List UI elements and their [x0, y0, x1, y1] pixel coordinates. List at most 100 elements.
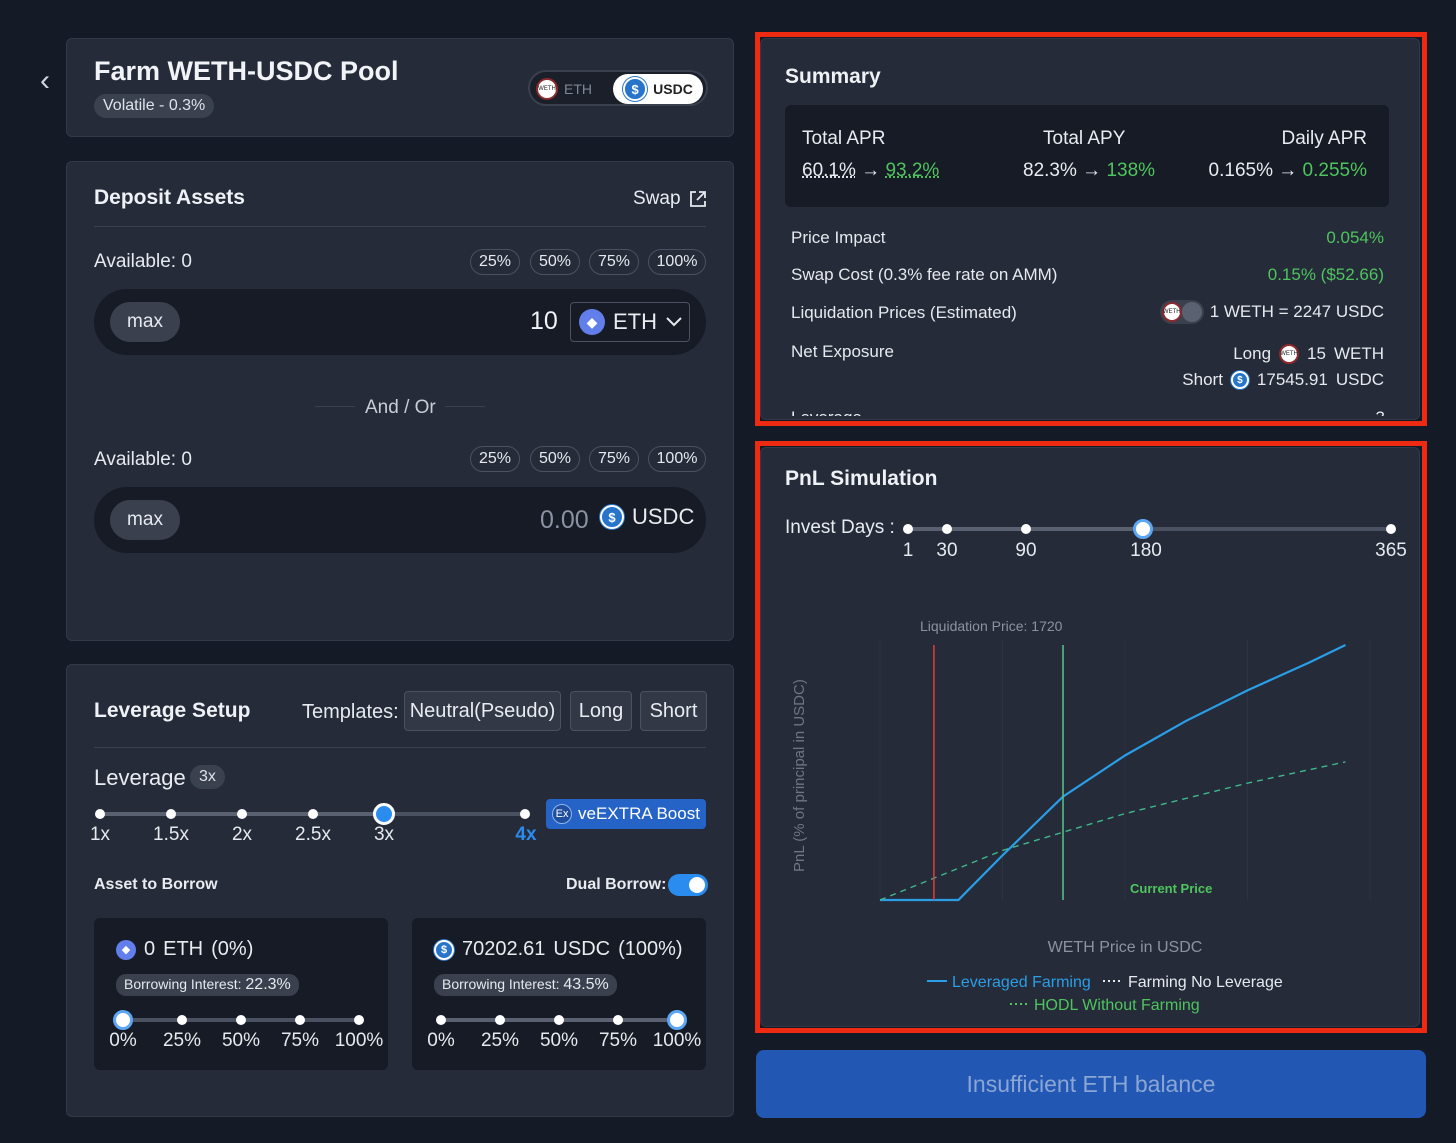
weth-usdc-pair-icon[interactable]: WETH — [1159, 300, 1204, 324]
toggle-usdc-option[interactable]: $ USDC — [613, 74, 703, 104]
liquidation-label: Liquidation Prices (Estimated) — [791, 303, 1017, 322]
dual-borrow-label: Dual Borrow: — [566, 876, 667, 893]
legend-leveraged[interactable]: Leveraged Farming — [952, 974, 1091, 991]
borrow-tick-label: 0% — [427, 1030, 455, 1051]
borrow-usdc-box: $ 70202.61 USDC (100%) Borrowing Interes… — [412, 918, 706, 1070]
insufficient-balance-button[interactable]: Insufficient ETH balance — [756, 1050, 1426, 1118]
arrow-icon: → — [1082, 160, 1102, 181]
leverage-tick-2x[interactable] — [237, 809, 247, 819]
external-link-icon — [689, 191, 706, 207]
borrow-usdc-amount: 70202.61 — [462, 938, 546, 960]
usdc-icon — [1181, 302, 1202, 322]
interest-value: 22.3% — [245, 976, 291, 993]
eth-25-button[interactable]: 25% — [470, 249, 520, 275]
borrow-eth-tick-100[interactable] — [354, 1015, 364, 1025]
swap-label: Swap — [633, 188, 681, 209]
usdc-icon: $ — [600, 505, 624, 529]
total-apr-from: 60.1% — [802, 160, 856, 181]
total-apy-values: 82.3% → 138% — [1023, 160, 1155, 182]
usdc-50-button[interactable]: 50% — [530, 446, 580, 472]
usdc-100-button[interactable]: 100% — [648, 446, 706, 472]
and-or-line-left — [315, 406, 355, 407]
leverage-tick-4x[interactable] — [520, 809, 530, 819]
leverage-tick-1-5x[interactable] — [166, 809, 176, 819]
toggle-eth-label: ETH — [564, 81, 592, 97]
summary-title: Summary — [785, 65, 881, 88]
borrow-eth-tick-25[interactable] — [177, 1015, 187, 1025]
leverage-divider — [94, 747, 706, 748]
token-toggle[interactable]: WETH ETH $ USDC — [528, 70, 708, 106]
borrow-tick-label: 0% — [109, 1030, 137, 1051]
eth-amount-input[interactable]: 10 — [530, 307, 558, 335]
leverage-value-badge: 3x — [190, 765, 225, 789]
eth-max-button[interactable]: max — [110, 302, 180, 342]
day-tick-365[interactable] — [1386, 524, 1396, 534]
borrow-usdc-tick-25[interactable] — [495, 1015, 505, 1025]
legend-no-leverage[interactable]: Farming No Leverage — [1128, 974, 1283, 991]
eth-75-button[interactable]: 75% — [589, 249, 639, 275]
borrow-usdc-slider-handle[interactable] — [667, 1010, 687, 1030]
price-impact-label: Price Impact — [791, 228, 886, 247]
template-neutral-button[interactable]: Neutral(Pseudo) — [404, 691, 561, 731]
template-long-button[interactable]: Long — [570, 691, 632, 731]
borrow-usdc-tick-50[interactable] — [554, 1015, 564, 1025]
veextra-boost-button[interactable]: Ex veEXTRA Boost — [546, 799, 706, 829]
invest-days-handle[interactable] — [1133, 519, 1153, 539]
legend-hodl[interactable]: HODL Without Farming — [1034, 997, 1200, 1014]
veextra-boost-label: veEXTRA Boost — [578, 804, 700, 823]
day-label: 90 — [1015, 540, 1037, 561]
eth-token-select[interactable]: ◆ ETH — [570, 302, 690, 342]
borrow-eth-tick-75[interactable] — [295, 1015, 305, 1025]
borrow-usdc-tick-75[interactable] — [613, 1015, 623, 1025]
interest-label: Borrowing Interest: — [124, 976, 242, 992]
borrow-eth-interest: Borrowing Interest: 22.3% — [116, 974, 299, 996]
leverage-tick-1x[interactable] — [95, 809, 105, 819]
toggle-usdc-label: USDC — [653, 81, 693, 97]
borrow-tick-label: 75% — [598, 1030, 638, 1051]
usdc-amount-input[interactable]: 0.00 — [540, 506, 589, 534]
leverage-row-value: 3 — [1376, 408, 1385, 416]
borrow-eth-slider-handle[interactable] — [113, 1010, 133, 1030]
total-apr-values: 60.1% → 93.2% — [802, 160, 939, 182]
usdc-max-button[interactable]: max — [110, 500, 180, 540]
day-tick-1[interactable] — [903, 524, 913, 534]
toggle-eth-option[interactable]: WETH ETH — [536, 76, 592, 102]
swap-link[interactable]: Swap — [633, 188, 707, 210]
apr-summary-box: Total APR 60.1% → 93.2% Total APY 82.3% … — [785, 105, 1389, 207]
borrow-tick-label: 75% — [280, 1030, 320, 1051]
pnl-chart: Liquidation Price: 1720 Current Price Pn… — [791, 618, 1371, 1014]
dual-borrow-toggle[interactable] — [668, 874, 708, 896]
veextra-icon: Ex — [552, 804, 573, 824]
and-or-line-right — [445, 406, 485, 407]
day-tick-90[interactable] — [1021, 524, 1031, 534]
borrow-eth-amount: 0 — [144, 938, 156, 960]
total-apy-label: Total APY — [1043, 128, 1126, 149]
usdc-token-label: USDC — [632, 504, 695, 529]
usdc-icon: $ — [1230, 371, 1249, 389]
interest-value: 43.5% — [563, 976, 609, 993]
total-apy-to: 138% — [1106, 160, 1156, 181]
asset-to-borrow-label: Asset to Borrow — [94, 876, 218, 893]
leverage-tick-label-boost: 4x — [515, 824, 537, 845]
deposit-title: Deposit Assets — [94, 186, 245, 209]
eth-50-button[interactable]: 50% — [530, 249, 580, 275]
swap-cost-value: 0.15% ($52.66) — [1267, 265, 1384, 284]
template-short-button[interactable]: Short — [640, 691, 707, 731]
borrow-eth-tick-50[interactable] — [236, 1015, 246, 1025]
leverage-tick-2-5x[interactable] — [308, 809, 318, 819]
chart-grid — [879, 640, 1371, 900]
leverage-slider-handle[interactable] — [373, 803, 395, 825]
eth-100-button[interactable]: 100% — [648, 249, 706, 275]
usdc-25-button[interactable]: 25% — [470, 446, 520, 472]
daily-apr-from: 0.165% — [1208, 160, 1273, 181]
back-icon[interactable]: ‹ — [40, 64, 50, 97]
borrow-usdc-tick-0[interactable] — [436, 1015, 446, 1025]
day-tick-30[interactable] — [942, 524, 952, 534]
page-title: Farm WETH-USDC Pool — [94, 56, 399, 86]
usdc-75-button[interactable]: 75% — [589, 446, 639, 472]
usdc-icon: $ — [623, 77, 648, 101]
price-impact-value: 0.054% — [1326, 228, 1384, 247]
arrow-icon: → — [1278, 160, 1298, 181]
net-exposure-short: Short $ 17545.91 USDC — [1182, 370, 1384, 390]
short-label: Short — [1182, 370, 1223, 389]
